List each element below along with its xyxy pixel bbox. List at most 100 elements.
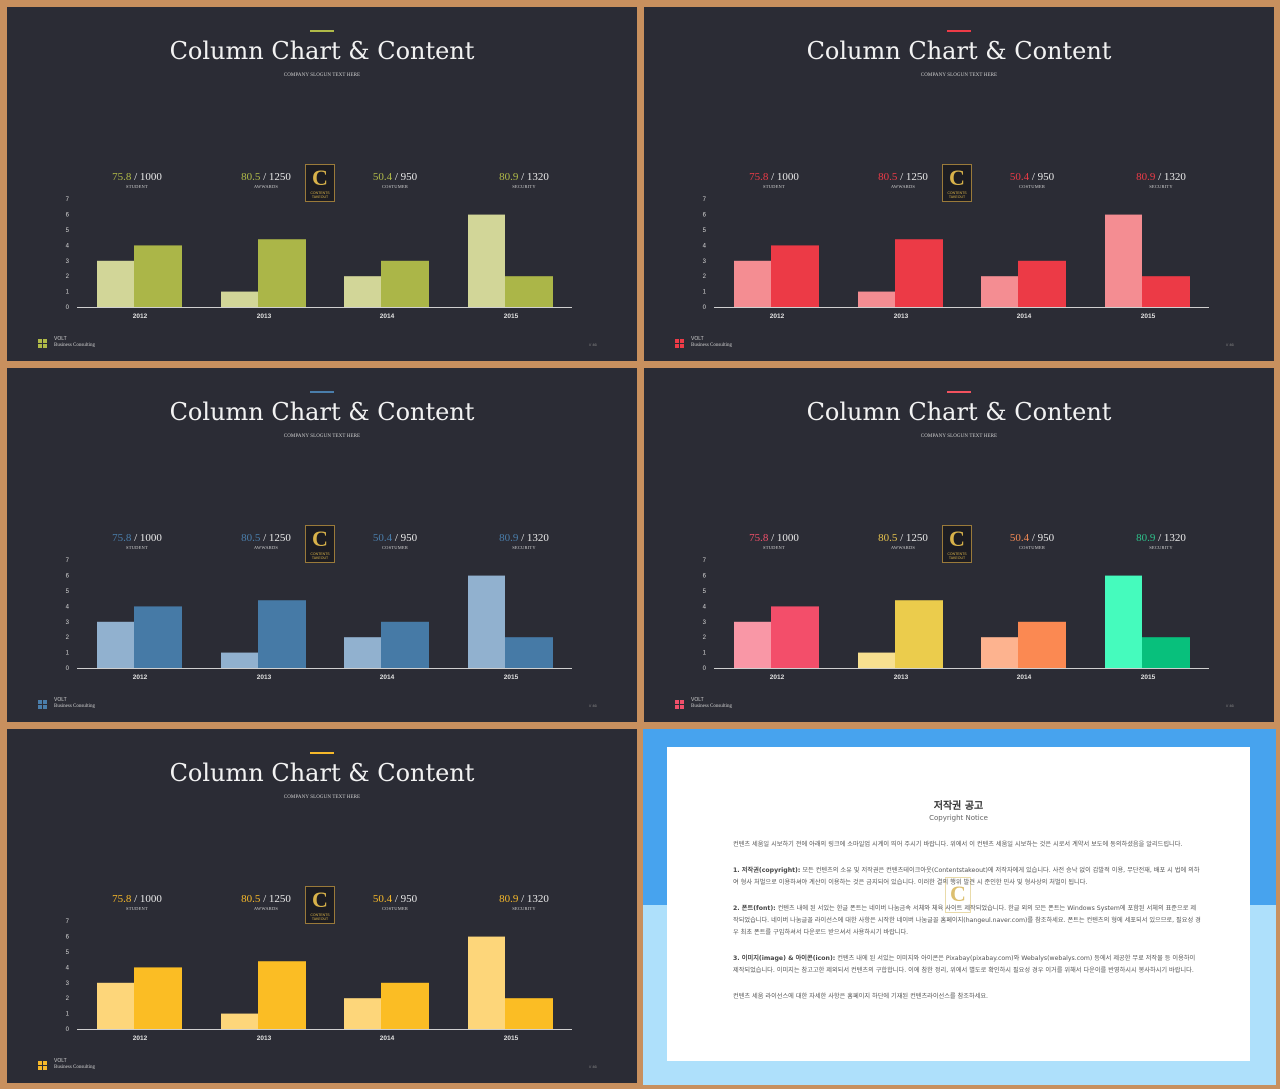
contents-badge-logo: C CONTENTS TAKEOUT — [305, 164, 335, 202]
page-number: // 46 — [1226, 703, 1234, 708]
stat-label: STUDENT — [763, 184, 785, 189]
footer-brand: VOLT — [54, 697, 67, 703]
y-tick-label: 1 — [66, 290, 70, 296]
y-tick-label: 5 — [703, 589, 707, 595]
stat-item: 50.4 / 950 COSTUMER — [350, 171, 440, 189]
y-tick-label: 3 — [66, 259, 70, 265]
x-tick-label: 2013 — [257, 313, 272, 320]
badge-text: TAKEOUT — [311, 195, 329, 199]
bar-series-1 — [468, 214, 505, 307]
stat-value: 50.4 — [372, 171, 393, 183]
stat-total: 950 — [400, 893, 418, 905]
stat-label: COSTUMER — [381, 184, 409, 189]
bar-series-1 — [97, 982, 134, 1029]
page-number: // 46 — [589, 703, 597, 708]
bar-series-2 — [771, 606, 819, 668]
stat-total: 950 — [400, 171, 418, 183]
bar-series-2 — [1018, 621, 1066, 668]
stat-total: 1000 — [776, 532, 799, 544]
y-tick-label: 2 — [66, 274, 70, 280]
y-tick-label: 2 — [66, 996, 70, 1002]
stat-value: 80.5 — [241, 171, 261, 183]
badge-text: CONTENTS — [947, 191, 967, 195]
x-tick-label: 2012 — [770, 313, 785, 320]
y-tick-label: 7 — [66, 558, 70, 564]
x-tick-label: 2014 — [1017, 313, 1032, 320]
title-accent-line — [310, 391, 334, 393]
y-tick-label: 5 — [703, 228, 707, 234]
stat-label: SECURITY — [512, 184, 536, 189]
stat-label: AWWARDS — [253, 545, 279, 550]
stat-label: AWWARDS — [253, 906, 279, 911]
y-tick-label: 1 — [66, 651, 70, 657]
stat-item: 50.4 / 950 COSTUMER — [350, 532, 440, 550]
bar-series-2 — [134, 967, 182, 1029]
y-tick-label: 6 — [66, 935, 70, 941]
stat-item: 80.9 / 1320 SECURITY — [479, 532, 569, 550]
x-tick-label: 2014 — [1017, 674, 1032, 681]
notice-paragraph-image: 3. 이미지(image) & 아이콘(icon): 컨텐츠 내에 된 서있는 … — [733, 953, 1201, 977]
badge-text: TAKEOUT — [948, 556, 966, 560]
stat-item: 80.5 / 1250 AWWARDS — [858, 171, 948, 189]
badge-text: CONTENTS — [310, 191, 330, 195]
slide-subtitle: COMPANY SLOGUN TEXT HERE — [283, 73, 361, 78]
y-tick-label: 1 — [66, 1012, 70, 1018]
stat-separator: / — [768, 532, 777, 544]
x-tick-label: 2015 — [1141, 313, 1156, 320]
bar-series-1 — [858, 291, 895, 307]
stat-item: 75.8 / 1000 STUDENT — [92, 171, 182, 189]
notice-title: 저작권 공고 — [933, 801, 984, 812]
stat-number: 75.8 / 1000 — [729, 532, 819, 544]
footer-tagline: Business Consulting — [691, 343, 732, 348]
y-tick-label: 4 — [66, 604, 70, 610]
stat-number: 80.5 / 1250 — [221, 532, 311, 544]
footer-brand: VOLT — [691, 697, 704, 703]
bar-series-1 — [981, 637, 1018, 668]
stat-value: 80.9 — [499, 171, 519, 183]
x-tick-label: 2015 — [504, 674, 519, 681]
stat-label: STUDENT — [126, 906, 148, 911]
stat-total: 1320 — [1163, 532, 1186, 544]
stat-number: 80.5 / 1250 — [858, 532, 948, 544]
stat-label: STUDENT — [126, 184, 148, 189]
contents-badge-logo: C CONTENTS TAKEOUT — [942, 164, 972, 202]
y-tick-label: 4 — [703, 604, 707, 610]
y-tick-label: 4 — [703, 243, 707, 249]
column-chart: 0 1 2 3 4 5 6 7 2012 2013 2014 2015 — [703, 197, 1209, 320]
stat-label: COSTUMER — [1018, 545, 1046, 550]
title-accent-line — [310, 30, 334, 32]
stat-value: 75.8 — [749, 171, 769, 183]
bar-series-2 — [258, 961, 306, 1029]
stat-value: 50.4 — [372, 532, 393, 544]
stat-separator: / — [1029, 171, 1038, 183]
stat-value: 80.5 — [241, 893, 261, 905]
stat-separator: / — [392, 893, 401, 905]
notice-paragraph-intro: 컨텐츠 세움일 시보하기 전에 아래의 링크에 소마일업 시계이 띄어 주시기 … — [733, 841, 1183, 848]
stat-label: SECURITY — [512, 545, 536, 550]
notice-heading-copyright: 1. 저작권(copyright): — [733, 867, 801, 874]
notice-heading-image: 3. 이미지(image) & 아이콘(icon): — [733, 955, 836, 962]
contents-badge-logo: C CONTENTS TAKEOUT — [942, 525, 972, 563]
column-chart: 0 1 2 3 4 5 6 7 2012 2013 2014 2015 — [703, 558, 1209, 681]
badge-letter: C — [312, 165, 328, 190]
notice-heading-font: 2. 폰트(font): — [733, 905, 776, 912]
y-tick-label: 4 — [66, 965, 70, 971]
stat-total: 950 — [400, 532, 418, 544]
stat-separator: / — [392, 171, 401, 183]
footer-tagline: Business Consulting — [54, 704, 95, 709]
y-tick-label: 7 — [703, 558, 707, 564]
stat-label: SECURITY — [512, 906, 536, 911]
stat-item: 50.4 / 950 COSTUMER — [987, 171, 1077, 189]
stat-separator: / — [1155, 532, 1164, 544]
chart-slide: Column Chart & Content COMPANY SLOGUN TEX… — [7, 729, 637, 1083]
bar-series-1 — [734, 621, 771, 668]
stat-value: 80.5 — [878, 532, 898, 544]
badge-text: CONTENTS — [310, 552, 330, 556]
stat-label: AWWARDS — [253, 184, 279, 189]
stat-total: 1000 — [139, 532, 162, 544]
stat-number: 80.5 / 1250 — [858, 171, 948, 183]
stat-value: 75.8 — [112, 893, 132, 905]
stat-number: 50.4 / 950 — [987, 532, 1077, 544]
stat-value: 80.9 — [1136, 171, 1156, 183]
bar-series-1 — [97, 260, 134, 307]
